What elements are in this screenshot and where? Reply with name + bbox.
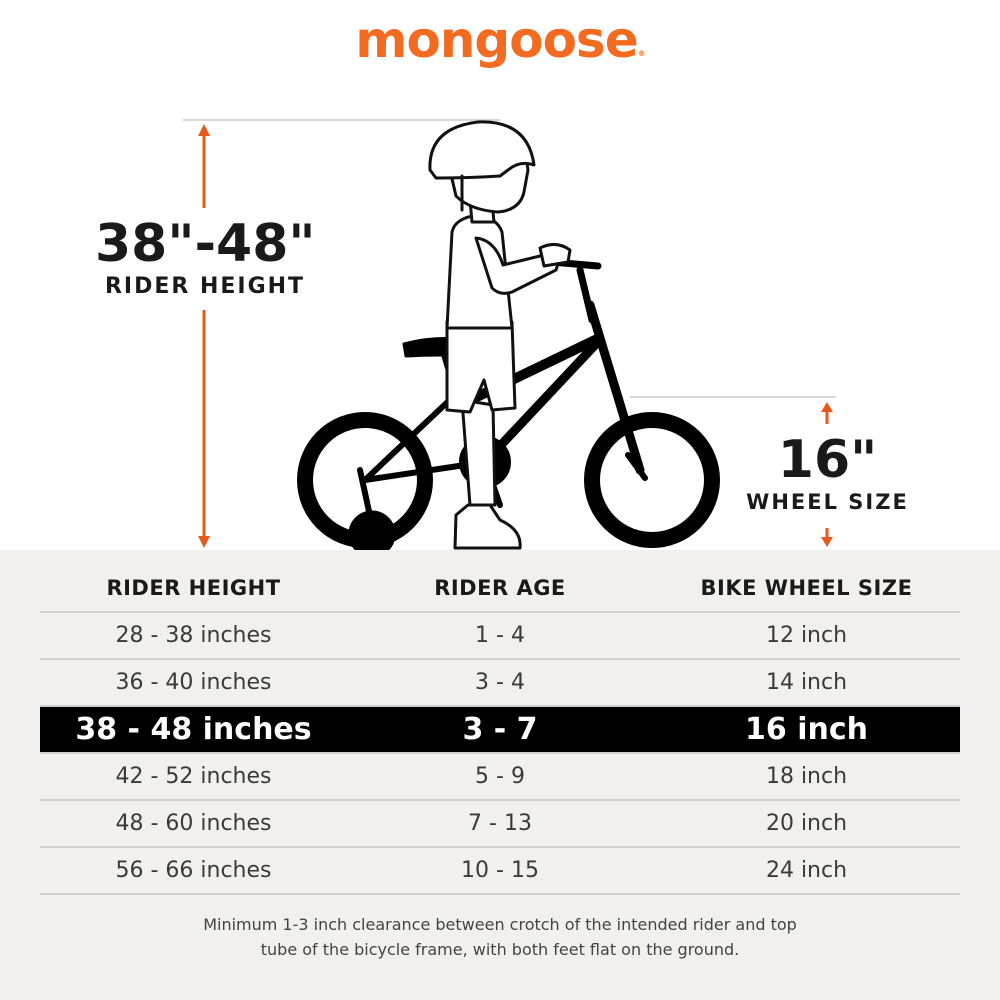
cell-rider-age: 3 - 4	[347, 659, 653, 707]
cell-rider-height: 38 - 48 inches	[40, 706, 347, 754]
wheel-size-measure	[630, 396, 836, 547]
brand-logo-text: mongoose	[355, 11, 638, 69]
size-chart-panel: RIDER HEIGHT RIDER AGE BIKE WHEEL SIZE 2…	[0, 550, 1000, 1000]
table-row: 48 - 60 inches 7 - 13 20 inch	[40, 800, 960, 848]
table-row: 28 - 38 inches 1 - 4 12 inch	[40, 612, 960, 660]
cell-rider-height: 56 - 66 inches	[40, 847, 347, 895]
cell-rider-age: 1 - 4	[347, 612, 653, 660]
cell-wheel-size: 24 inch	[653, 847, 960, 895]
wheel-up-arrow-icon	[821, 402, 833, 412]
up-arrow-icon	[198, 124, 210, 136]
cell-wheel-size: 16 inch	[653, 706, 960, 754]
cell-rider-height: 36 - 40 inches	[40, 659, 347, 707]
table-row-highlighted: 38 - 48 inches 3 - 7 16 inch	[40, 706, 960, 754]
child-with-bike-illustration	[183, 119, 836, 558]
cell-rider-height: 28 - 38 inches	[40, 612, 347, 660]
rider-height-value: 38"-48"	[95, 214, 316, 274]
rider-height-measure	[183, 119, 500, 548]
wheel-size-value: 16"	[777, 430, 878, 490]
cell-rider-age: 10 - 15	[347, 847, 653, 895]
cell-wheel-size: 18 inch	[653, 753, 960, 801]
helmet-icon	[428, 120, 536, 180]
rider-height-label: RIDER HEIGHT	[104, 274, 306, 299]
wheel-size-label: WHEEL SIZE	[746, 490, 909, 514]
cell-rider-age: 5 - 9	[347, 753, 653, 801]
brand-logo: mongoose®	[0, 8, 1000, 72]
header-rider-height: RIDER HEIGHT	[40, 565, 347, 613]
table-row: 42 - 52 inches 5 - 9 18 inch	[40, 753, 960, 801]
cell-rider-age: 3 - 7	[347, 706, 653, 754]
clearance-note-line-2: tube of the bicycle frame, with both fee…	[260, 940, 740, 959]
table-row: 56 - 66 inches 10 - 15 24 inch	[40, 847, 960, 895]
child-rider-icon	[428, 120, 572, 550]
cell-wheel-size: 14 inch	[653, 659, 960, 707]
cell-wheel-size: 20 inch	[653, 800, 960, 848]
down-arrow-icon	[198, 536, 210, 548]
clearance-note: Minimum 1-3 inch clearance between crotc…	[0, 912, 1000, 962]
header-bike-wheel-size: BIKE WHEEL SIZE	[653, 565, 960, 613]
size-chart-table: RIDER HEIGHT RIDER AGE BIKE WHEEL SIZE 2…	[40, 565, 960, 895]
cell-rider-age: 7 - 13	[347, 800, 653, 848]
front-wheel	[584, 412, 720, 548]
cell-rider-height: 48 - 60 inches	[40, 800, 347, 848]
header-rider-age: RIDER AGE	[347, 565, 653, 613]
registered-mark: ®	[637, 49, 646, 58]
cell-wheel-size: 12 inch	[653, 612, 960, 660]
cell-rider-height: 42 - 52 inches	[40, 753, 347, 801]
table-row: 36 - 40 inches 3 - 4 14 inch	[40, 659, 960, 707]
wheel-down-arrow-icon	[821, 537, 833, 547]
clearance-note-line-1: Minimum 1-3 inch clearance between crotc…	[203, 915, 797, 934]
table-header-row: RIDER HEIGHT RIDER AGE BIKE WHEEL SIZE	[40, 565, 960, 613]
